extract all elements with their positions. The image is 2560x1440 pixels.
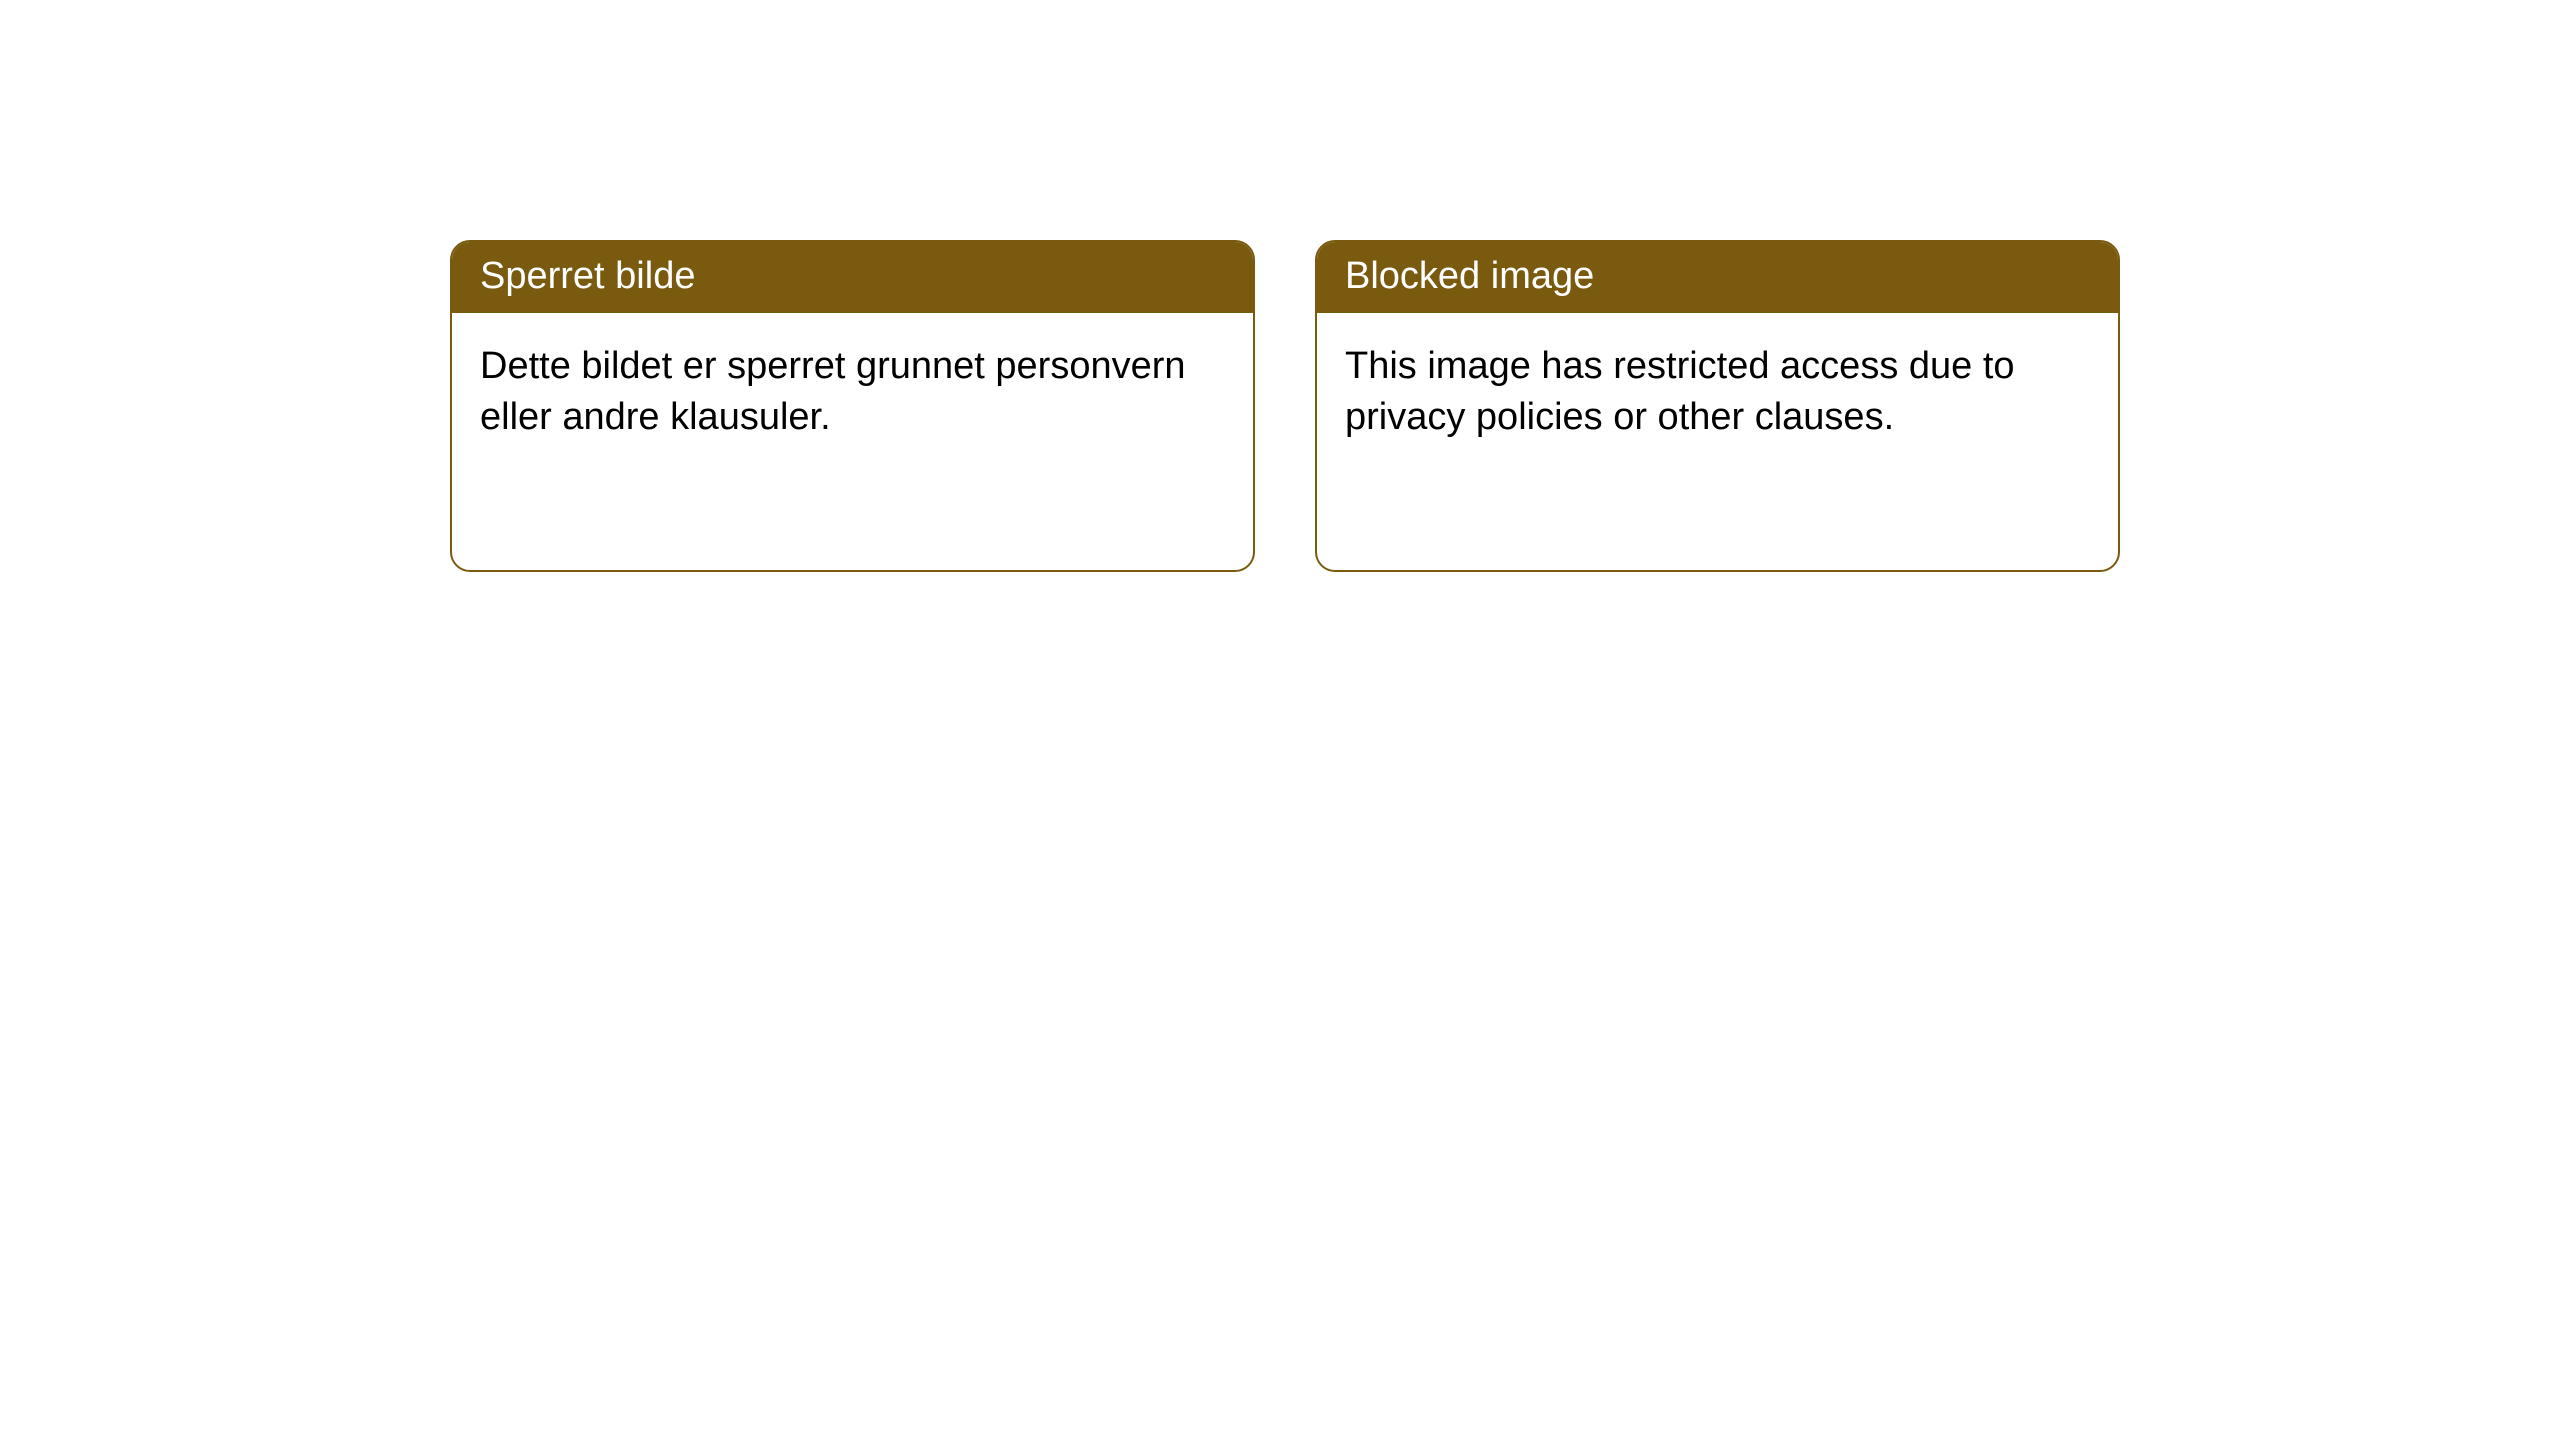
notice-title: Sperret bilde <box>480 255 695 297</box>
notice-header-no: Sperret bilde <box>452 242 1253 313</box>
notice-body-no: Dette bildet er sperret grunnet personve… <box>452 313 1253 469</box>
notice-card-en: Blocked image This image has restricted … <box>1315 240 2120 572</box>
notice-title: Blocked image <box>1345 255 1594 297</box>
notice-container: Sperret bilde Dette bildet er sperret gr… <box>0 0 2560 572</box>
notice-card-no: Sperret bilde Dette bildet er sperret gr… <box>450 240 1255 572</box>
notice-header-en: Blocked image <box>1317 242 2118 313</box>
notice-text: Dette bildet er sperret grunnet personve… <box>480 345 1186 437</box>
notice-text: This image has restricted access due to … <box>1345 345 2015 437</box>
notice-body-en: This image has restricted access due to … <box>1317 313 2118 469</box>
